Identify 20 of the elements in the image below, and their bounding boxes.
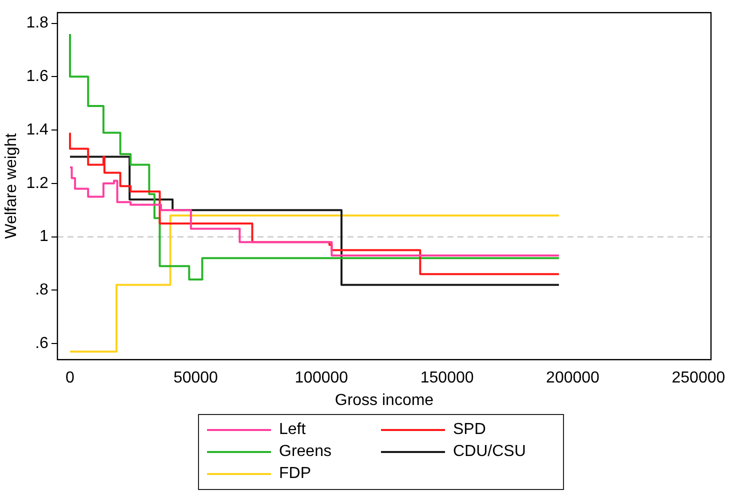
legend-label: Greens <box>279 443 332 461</box>
y-tick-label: 1 <box>40 228 49 246</box>
y-tick-label: .6 <box>35 334 49 352</box>
x-tick-label: 150000 <box>420 370 474 387</box>
x-tick-label: 200000 <box>546 370 600 387</box>
y-tick-label: 1.8 <box>26 14 49 32</box>
legend-label: CDU/CSU <box>453 443 526 461</box>
y-tick-label: 1.6 <box>26 68 49 86</box>
x-tick-label: 50000 <box>173 370 218 387</box>
y-axis-title: Welfare weight <box>3 132 20 239</box>
x-axis-title: Gross income <box>334 392 434 409</box>
x-tick-label: 100000 <box>294 370 348 387</box>
legend-label: Left <box>279 421 306 439</box>
legend-label: SPD <box>453 421 486 439</box>
y-tick-label: 1.2 <box>26 174 49 192</box>
y-tick-label: .8 <box>35 282 49 299</box>
y-tick-label: 1.4 <box>26 121 49 138</box>
legend-label: FDP <box>279 465 311 483</box>
x-tick-label: 0 <box>66 370 75 387</box>
x-tick-label: 250000 <box>672 370 726 387</box>
